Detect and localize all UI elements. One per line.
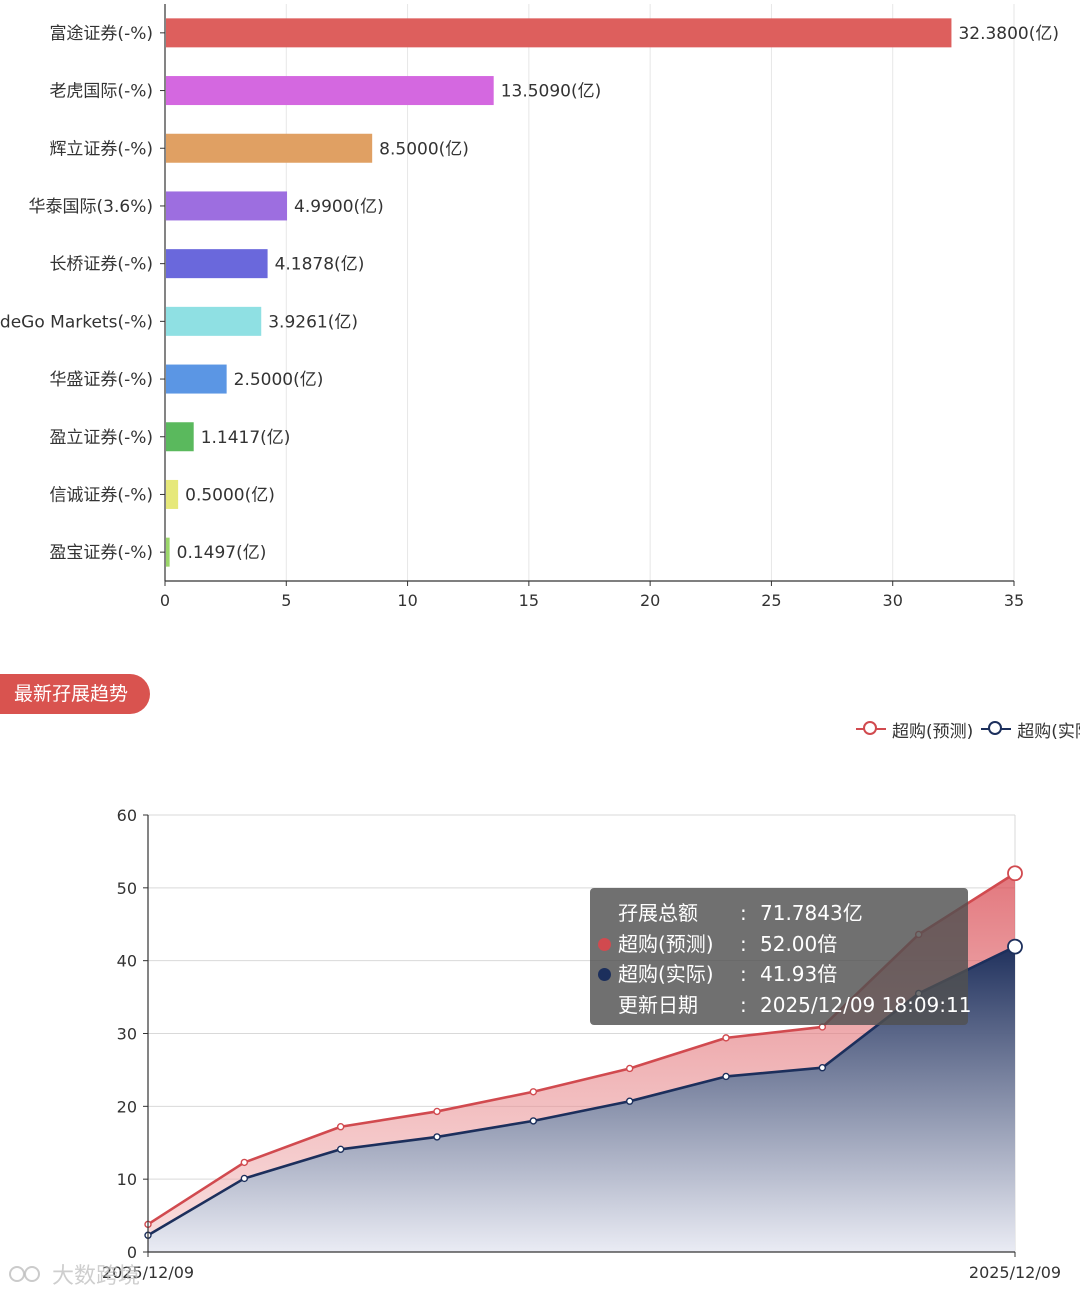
tooltip-label: 孖展总额 xyxy=(618,901,698,925)
bar xyxy=(166,537,170,567)
x-tick-label: 15 xyxy=(519,591,539,610)
watermark: 大数跨境 xyxy=(8,1258,140,1290)
legend-forecast-label: 超购(预测) xyxy=(892,721,974,742)
data-point xyxy=(722,1034,730,1042)
tooltip-separator: : xyxy=(740,901,747,925)
data-point xyxy=(433,1107,441,1116)
category-label: 富途证券(-%) xyxy=(49,24,153,44)
legend-item-forecast[interactable]: 超购(预测) xyxy=(856,717,973,742)
bar-value-label: 13.5090(亿) xyxy=(501,82,602,102)
bar-value-label: 8.5000(亿) xyxy=(379,139,469,159)
watermark-logo-icon xyxy=(9,1266,40,1282)
data-point xyxy=(722,1072,730,1081)
category-label: 华泰国际(3.6%) xyxy=(29,197,153,217)
bar-value-label: 3.9261(亿) xyxy=(268,312,358,332)
data-point xyxy=(1007,938,1023,955)
x-tick-label: 30 xyxy=(883,591,903,610)
category-label: TradeGo Markets(-%) xyxy=(0,312,153,332)
tooltip-value: 41.93倍 xyxy=(760,962,838,986)
tooltip-row-total: 孖展总额 : 71.7843亿 xyxy=(590,898,968,929)
data-point xyxy=(625,1097,634,1105)
tooltip-value: 52.00倍 xyxy=(760,931,838,956)
x-tick-label: 20 xyxy=(640,591,660,610)
bar-value-label: 0.1497(亿) xyxy=(177,543,267,563)
bar-value-label: 0.5000(亿) xyxy=(185,485,275,505)
data-point xyxy=(433,1133,441,1141)
broker-margin-bar-chart: 0 5 10 15 20 25 30 35 富途证券(-%) 32.3800(亿) 老虎国际(-%)… xyxy=(0,4,1059,610)
data-point xyxy=(336,1123,345,1131)
category-label: 信诚证券(-%) xyxy=(49,485,153,505)
chart-tooltip: 孖展总额 : 71.7843亿 超购(预测) : 52.00倍 超购(实际) :… xyxy=(590,888,972,1025)
y-tick-label: 30 xyxy=(117,1025,137,1044)
category-label: 盈立证券(-%) xyxy=(49,428,153,448)
tooltip-value: 71.7843亿 xyxy=(760,901,863,925)
legend-actual-icon xyxy=(981,719,1012,739)
y-tick-label: 40 xyxy=(117,952,137,971)
data-point xyxy=(240,1174,249,1183)
data-point xyxy=(336,1145,345,1154)
tooltip-row-update-date: 更新日期 : 2025/12/09 18:09:11 xyxy=(590,990,972,1021)
category-label: 长桥证券(-%) xyxy=(49,255,153,275)
x-tick-label: 5 xyxy=(281,591,291,610)
bar-value-label: 32.3800(亿) xyxy=(958,24,1059,44)
section-tab-margin-trend[interactable]: 最新孖展趋势 xyxy=(0,674,150,714)
bar xyxy=(166,479,179,509)
x-tick-label: 0 xyxy=(160,591,170,610)
bar xyxy=(166,364,227,394)
data-point xyxy=(818,1064,827,1072)
data-point xyxy=(625,1064,634,1073)
y-tick-label: 50 xyxy=(117,879,137,898)
category-label: 老虎国际(-%) xyxy=(49,82,153,102)
x-tick-label: 10 xyxy=(397,591,417,610)
category-label: 辉立证券(-%) xyxy=(49,139,153,159)
x-tick-label: 35 xyxy=(1004,591,1024,610)
watermark-text: 大数跨境 xyxy=(52,1264,141,1289)
tooltip-separator: : xyxy=(740,931,747,956)
x-tick-label: 2025/12/09 xyxy=(969,1263,1061,1282)
bar xyxy=(166,133,373,163)
data-point xyxy=(1007,865,1023,882)
category-label: 盈宝证券(-%) xyxy=(49,543,153,563)
tooltip-row-forecast: 超购(预测) : 52.00倍 xyxy=(590,929,968,960)
tooltip-separator: : xyxy=(740,962,747,986)
legend-actual-label: 超购(实际) xyxy=(1017,721,1080,742)
data-point xyxy=(144,1220,152,1229)
y-tick-label: 20 xyxy=(117,1097,137,1116)
bar-value-label: 1.1417(亿) xyxy=(201,428,291,448)
y-tick-label: 10 xyxy=(117,1170,137,1189)
bar xyxy=(166,76,494,106)
bar xyxy=(166,422,194,452)
bar xyxy=(166,306,262,336)
bar-value-label: 2.5000(亿) xyxy=(234,370,324,390)
tooltip-label: 超购(实际) xyxy=(618,962,714,986)
x-tick-label: 25 xyxy=(761,591,781,610)
actual-dot-icon xyxy=(598,968,611,981)
legend-item-actual[interactable]: 超购(实际) xyxy=(981,717,1080,742)
bar xyxy=(166,191,288,221)
data-point xyxy=(240,1158,249,1167)
data-point xyxy=(529,1088,538,1096)
tooltip-separator: : xyxy=(740,992,747,1017)
tooltip-label: 超购(预测) xyxy=(618,931,714,956)
forecast-dot-icon xyxy=(598,937,611,951)
bar-value-label: 4.1878(亿) xyxy=(275,255,365,275)
legend-forecast-icon xyxy=(856,719,886,739)
line-chart-legend: 超购(预测) 超购(实际) xyxy=(856,717,1080,742)
tooltip-value: 2025/12/09 18:09:11 xyxy=(760,992,972,1017)
category-label: 华盛证券(-%) xyxy=(49,370,153,390)
data-point xyxy=(144,1231,152,1239)
bar xyxy=(166,18,952,48)
bar-value-label: 4.9900(亿) xyxy=(294,197,384,217)
data-point xyxy=(529,1117,538,1125)
bar xyxy=(166,249,268,279)
tooltip-row-actual: 超购(实际) : 41.93倍 xyxy=(590,959,968,990)
tooltip-label: 更新日期 xyxy=(618,992,698,1017)
y-tick-label: 60 xyxy=(117,806,137,825)
